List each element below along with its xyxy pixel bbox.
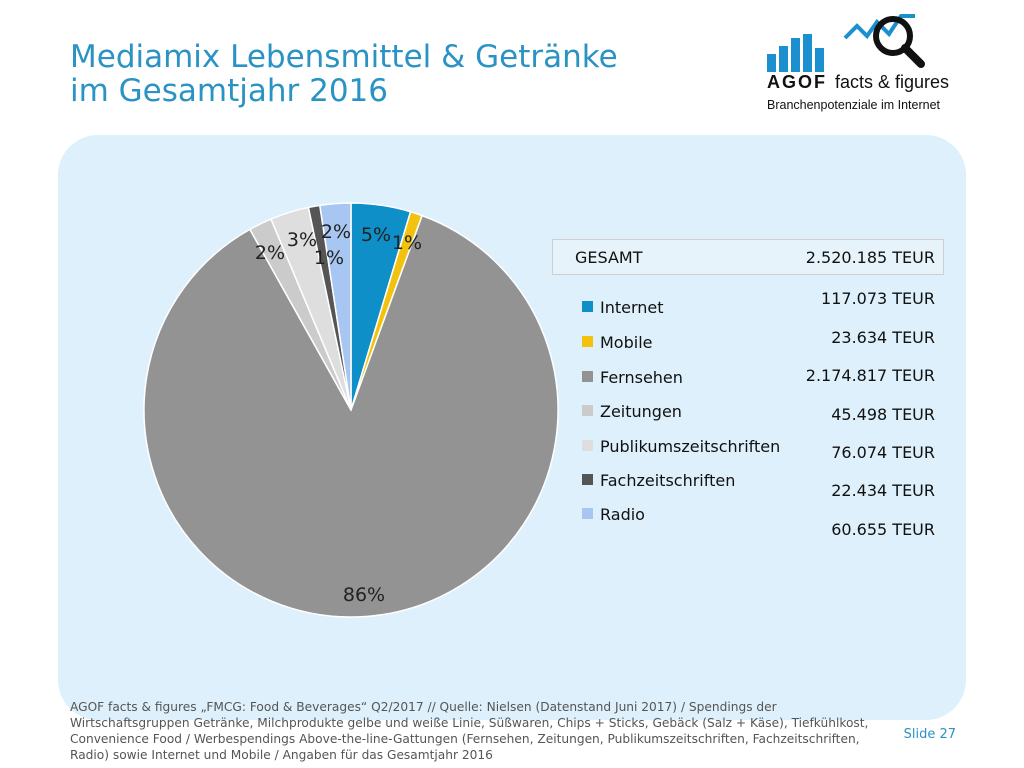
total-label: GESAMT bbox=[575, 248, 643, 267]
total-value: 2.520.185 TEUR bbox=[805, 248, 935, 267]
legend-item-mobile: Mobile bbox=[582, 333, 652, 352]
value-publikumszeitschriften: 76.074 TEUR bbox=[831, 443, 935, 462]
legend-item-publikumszeitschriften: Publikumszeitschriften bbox=[582, 437, 780, 456]
title-line-1: Mediamix Lebensmittel & Getränke bbox=[70, 39, 618, 75]
pie-slice-fernsehen bbox=[143, 214, 559, 618]
value-radio: 60.655 TEUR bbox=[831, 520, 935, 539]
pie-label-fernsehen: 86% bbox=[343, 584, 385, 606]
legend-swatch bbox=[582, 405, 593, 416]
legend-swatch bbox=[582, 336, 593, 347]
legend-swatch bbox=[582, 508, 593, 519]
title-line-2: im Gesamtjahr 2016 bbox=[70, 73, 389, 109]
pie-label-radio: 2% bbox=[321, 221, 351, 243]
legend-label: Fernsehen bbox=[600, 368, 683, 387]
legend-label: Fachzeitschriften bbox=[600, 471, 736, 490]
legend-label: Publikumszeitschriften bbox=[600, 437, 781, 456]
bar-chart-icon bbox=[767, 34, 824, 72]
total-row: GESAMT 2.520.185 TEUR bbox=[552, 239, 944, 275]
legend-item-internet: Internet bbox=[582, 298, 664, 317]
pie-label-internet: 5% bbox=[361, 224, 391, 246]
pie-slice-radio bbox=[318, 202, 352, 411]
legend-swatch bbox=[582, 301, 593, 312]
legend-item-fernsehen: Fernsehen bbox=[582, 368, 683, 387]
magnifier-icon bbox=[843, 14, 925, 68]
legend-swatch bbox=[582, 440, 593, 451]
legend-label: Mobile bbox=[600, 333, 653, 352]
value-fachzeitschriften: 22.434 TEUR bbox=[831, 481, 935, 500]
page-title: Mediamix Lebensmittel & Getränke im Gesa… bbox=[70, 40, 618, 108]
legend-item-zeitungen: Zeitungen bbox=[582, 402, 682, 421]
logo-brand: AGOF bbox=[767, 72, 827, 92]
pie-label-publikumszeitschriften: 3% bbox=[287, 229, 317, 251]
legend-item-fachzeitschriften: Fachzeitschriften bbox=[582, 471, 735, 490]
legend-label: Zeitungen bbox=[600, 402, 682, 421]
pie-label-mobile: 1% bbox=[392, 232, 422, 254]
legend-label: Internet bbox=[600, 298, 664, 317]
value-mobile: 23.634 TEUR bbox=[831, 328, 935, 347]
legend-swatch bbox=[582, 474, 593, 485]
legend-label: Radio bbox=[600, 505, 645, 524]
value-zeitungen: 45.498 TEUR bbox=[831, 405, 935, 424]
logo-tagline: Branchenpotenziale im Internet bbox=[767, 98, 941, 112]
logo-product: facts & figures bbox=[835, 72, 950, 92]
slide-number: Slide 27 bbox=[903, 727, 956, 742]
pie-label-zeitungen: 2% bbox=[255, 242, 285, 264]
logo-wordmark: AGOF facts & figures bbox=[767, 72, 949, 93]
value-fernsehen: 2.174.817 TEUR bbox=[805, 366, 935, 385]
legend-item-radio: Radio bbox=[582, 505, 645, 524]
legend-swatch bbox=[582, 371, 593, 382]
value-internet: 117.073 TEUR bbox=[821, 289, 935, 308]
pie-label-fachzeitschriften: 1% bbox=[314, 247, 344, 269]
agof-logo: AGOF facts & figures Branchenpotenziale i… bbox=[765, 12, 955, 112]
source-footnote: AGOF facts & figures „FMCG: Food & Bever… bbox=[70, 700, 869, 762]
